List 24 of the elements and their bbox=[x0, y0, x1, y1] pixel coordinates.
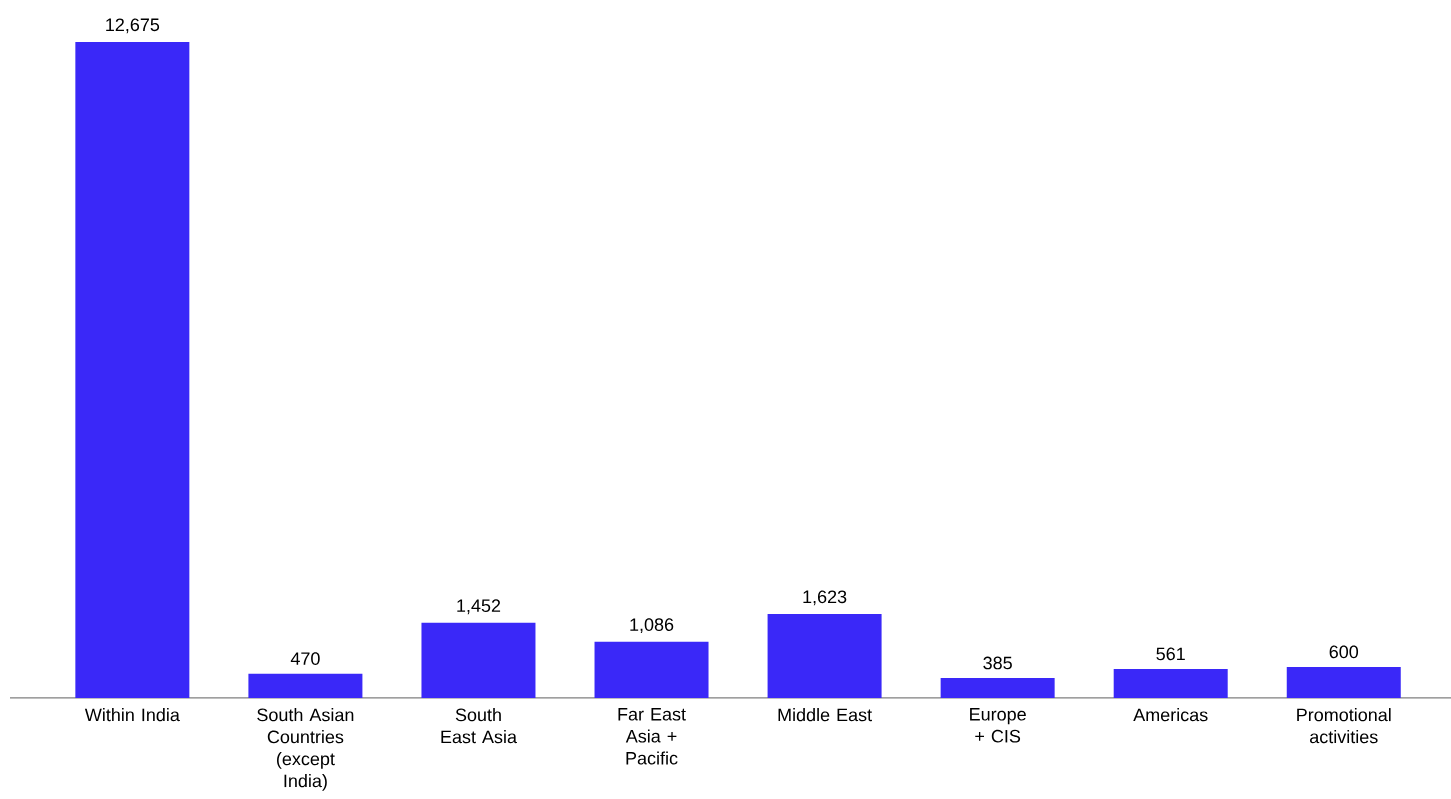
bar bbox=[594, 641, 709, 698]
bar bbox=[767, 614, 882, 698]
data-label: 12,675 bbox=[106, 18, 160, 34]
x-tick-label: Far East Asia + Pacific bbox=[618, 708, 686, 765]
data-label: 470 bbox=[290, 652, 320, 665]
x-tick-label: South Asian Countries (except India) bbox=[257, 708, 354, 791]
bar bbox=[1286, 666, 1401, 698]
x-tick-label: Americas bbox=[1133, 708, 1208, 722]
bar bbox=[248, 673, 363, 698]
x-tick-label: Within India bbox=[84, 708, 180, 722]
x-tick-label: Europe + CIS bbox=[970, 708, 1026, 743]
data-label: 600 bbox=[1329, 645, 1359, 659]
data-label: 561 bbox=[1156, 647, 1185, 661]
data-label: 385 bbox=[983, 656, 1012, 670]
x-tick-label: Promotional activities bbox=[1297, 708, 1391, 744]
bar bbox=[1113, 668, 1228, 698]
data-label: 1,086 bbox=[630, 618, 674, 634]
bar bbox=[421, 622, 536, 698]
x-tick-label: Middle East bbox=[778, 708, 872, 722]
bar bbox=[940, 678, 1055, 698]
data-label: 1,452 bbox=[457, 599, 501, 615]
x-tick-label: South East Asia bbox=[441, 708, 517, 744]
data-label: 1,623 bbox=[803, 590, 847, 606]
bar bbox=[75, 41, 190, 698]
